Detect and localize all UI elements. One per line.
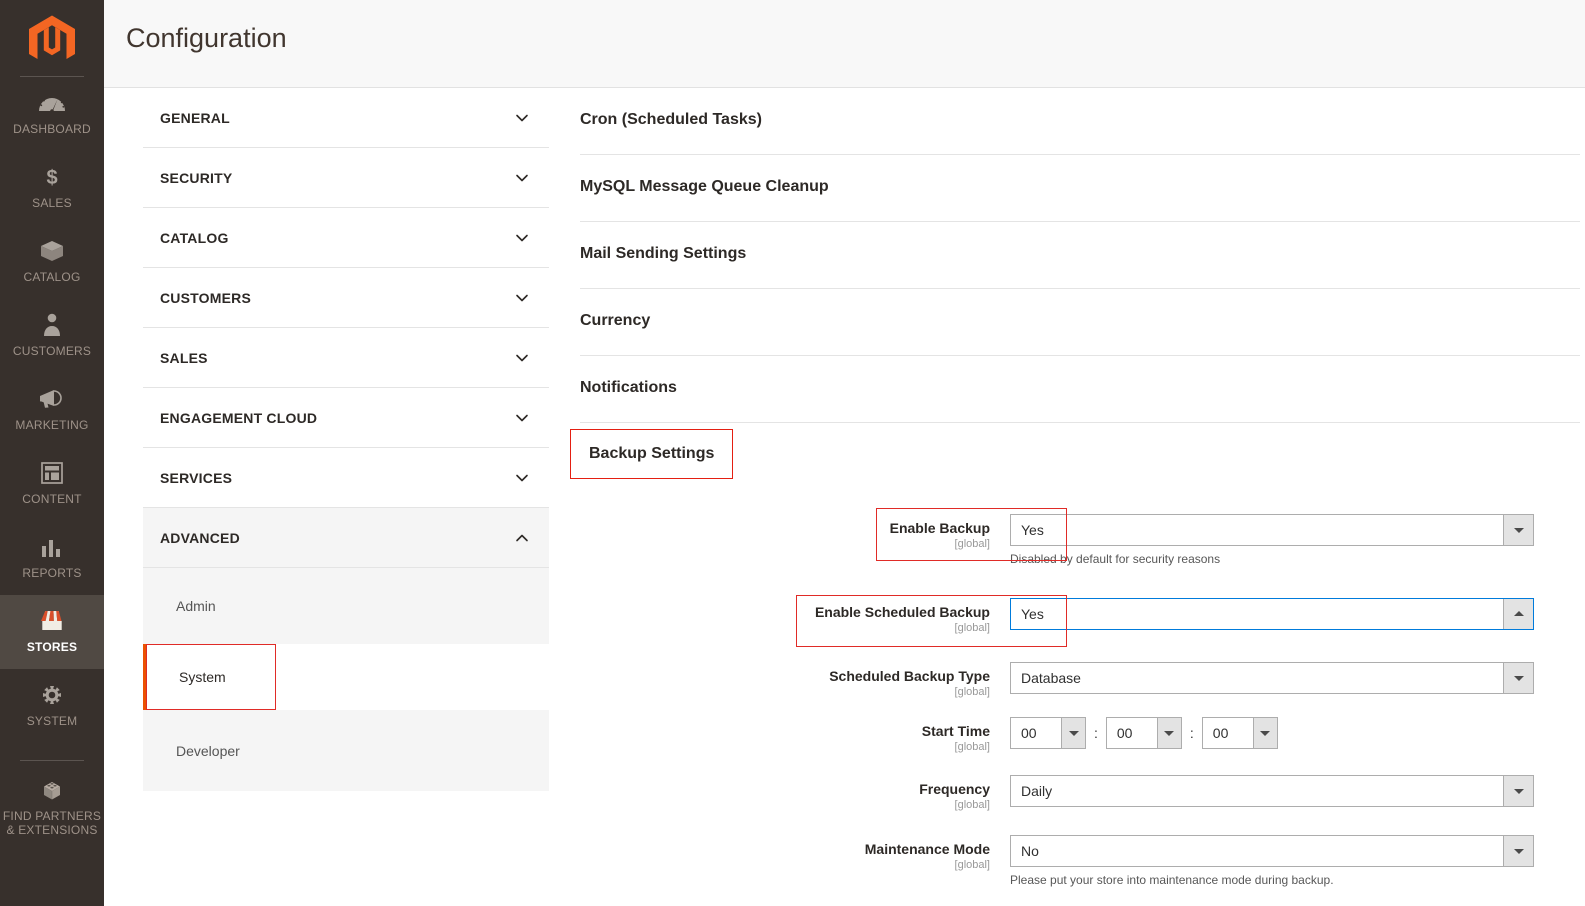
- svg-text:$: $: [46, 167, 57, 189]
